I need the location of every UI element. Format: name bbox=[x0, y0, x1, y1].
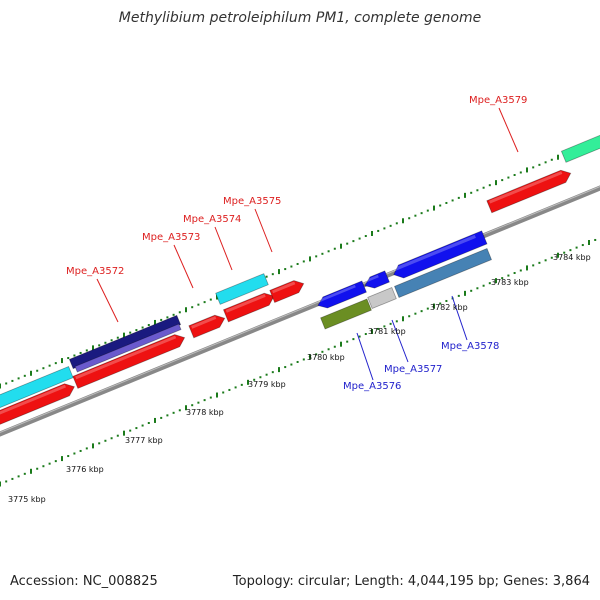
label-leader-lines bbox=[96, 107, 519, 381]
genome-title: Methylibium petroleiphilum PM1, complete… bbox=[118, 10, 482, 26]
gene-teal-feature[interactable] bbox=[560, 134, 600, 163]
kbp-label: 3779 kbp bbox=[248, 380, 286, 389]
kbp-label: 3781 kbp bbox=[368, 327, 406, 336]
gene-highlight bbox=[0, 384, 66, 415]
gene-blue-feature[interactable] bbox=[317, 280, 367, 309]
gene-blue-feature[interactable] bbox=[393, 230, 488, 279]
gene-highlight bbox=[75, 335, 177, 380]
gene-highlight bbox=[393, 234, 476, 272]
gene-cyan-feature[interactable] bbox=[0, 365, 74, 410]
label-leader-line bbox=[391, 319, 409, 363]
gene-red-feature[interactable] bbox=[72, 334, 186, 389]
label-leader-line bbox=[356, 332, 374, 381]
gene-olive-feature[interactable] bbox=[320, 298, 372, 330]
label-leader-line bbox=[254, 208, 273, 253]
gene-label-mpe-a3577[interactable]: Mpe_A3577 bbox=[384, 364, 442, 375]
gene-steel-feature[interactable] bbox=[393, 247, 493, 299]
gene-label-mpe-a3579[interactable]: Mpe_A3579 bbox=[469, 95, 527, 106]
kbp-label: 3783 kbp bbox=[491, 278, 529, 287]
genome-backbone bbox=[0, 185, 600, 437]
genome-backbone-highlight bbox=[0, 186, 600, 433]
label-leader-line bbox=[451, 295, 468, 341]
gene-red-feature[interactable] bbox=[0, 383, 75, 429]
kbp-label: 3776 kbp bbox=[66, 465, 104, 474]
gene-blue-feature[interactable] bbox=[364, 270, 390, 289]
kbp-label: 3782 kbp bbox=[430, 303, 468, 312]
gene-label-mpe-a3578[interactable]: Mpe_A3578 bbox=[441, 341, 499, 352]
gene-highlight bbox=[489, 171, 563, 204]
gene-features bbox=[0, 134, 600, 429]
gene-highlight bbox=[225, 294, 266, 313]
label-leader-line bbox=[173, 244, 194, 289]
label-leader-line bbox=[214, 226, 233, 271]
kbp-label: 3775 kbp bbox=[8, 495, 46, 504]
kbp-label: 3777 kbp bbox=[125, 436, 163, 445]
kbp-label: 3778 kbp bbox=[186, 408, 224, 417]
gene-navy-feature[interactable] bbox=[68, 314, 182, 370]
gene-highlight bbox=[317, 284, 356, 303]
kbp-label: 3784 kbp bbox=[553, 253, 591, 262]
gene-cyan-feature[interactable] bbox=[215, 273, 269, 305]
kbp-label: 3780 kbp bbox=[307, 353, 345, 362]
gene-purple-feature[interactable] bbox=[74, 323, 182, 373]
gene-highlight bbox=[364, 274, 379, 283]
gene-label-mpe-a3575[interactable]: Mpe_A3575 bbox=[223, 196, 281, 207]
gene-label-mpe-a3576[interactable]: Mpe_A3576 bbox=[343, 381, 401, 392]
label-leader-line bbox=[498, 107, 519, 153]
gene-red-feature[interactable] bbox=[188, 314, 226, 339]
genome-summary-text: Topology: circular; Length: 4,044,195 bp… bbox=[232, 574, 590, 589]
gene-gray-feature[interactable] bbox=[367, 286, 397, 310]
accession-text: Accession: NC_008825 bbox=[10, 574, 158, 589]
gene-red-feature[interactable] bbox=[486, 169, 572, 214]
gene-red-feature[interactable] bbox=[269, 280, 305, 304]
kbp-scale-labels: 3775 kbp 3776 kbp 3777 kbp 3778 kbp 3779… bbox=[8, 253, 591, 504]
gene-highlight bbox=[272, 281, 296, 294]
tick-marks bbox=[0, 140, 597, 487]
gene-label-mpe-a3573[interactable]: Mpe_A3573 bbox=[142, 232, 200, 243]
gene-highlight bbox=[191, 316, 217, 329]
gene-label-mpe-a3574[interactable]: Mpe_A3574 bbox=[183, 214, 241, 225]
label-leader-line bbox=[96, 278, 119, 323]
gene-label-mpe-a3572[interactable]: Mpe_A3572 bbox=[66, 266, 124, 277]
gene-red-feature[interactable] bbox=[222, 292, 275, 323]
